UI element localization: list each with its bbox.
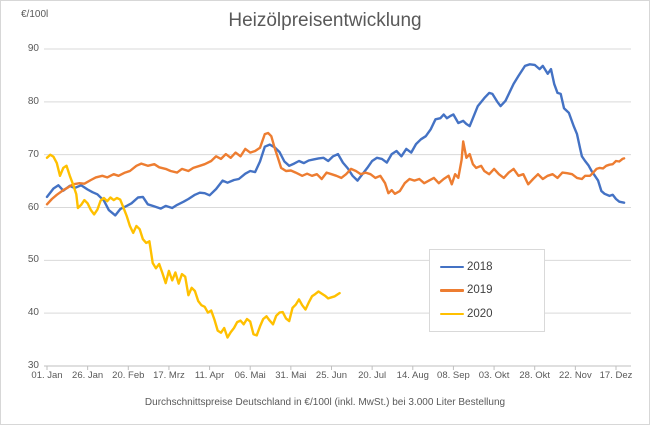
series-line-2020: [45, 153, 341, 339]
x-axis-tick-label: 14. Aug: [396, 370, 429, 381]
legend-label-2020: 2020: [467, 308, 493, 321]
series-line-2018: [45, 63, 626, 217]
x-axis-tick-label: 20. Jul: [358, 370, 387, 381]
x-axis-tick-label: 31. Mai: [275, 370, 307, 381]
legend-item-2020: 2020: [440, 308, 540, 320]
y-axis-tick-label: 30: [27, 360, 39, 371]
x-axis-tick-label: 20. Feb: [112, 370, 145, 381]
x-axis-tick-label: 03. Okt: [478, 370, 510, 381]
x-axis-tick-label: 17. Mrz: [153, 370, 185, 381]
legend: 2018 2019 2020: [429, 249, 545, 332]
y-axis-tick-label: 40: [27, 307, 39, 319]
x-axis-tick-label: 11. Apr: [194, 370, 225, 381]
chart-title: Heizölpreisentwicklung: [228, 10, 422, 31]
x-axis-tick-label: 08. Sep: [437, 370, 470, 381]
x-axis-tick-label: 22. Nov: [558, 370, 592, 381]
x-axis-tick-label: 25. Jun: [315, 370, 348, 381]
legend-swatch-2018: [440, 265, 464, 269]
series-line-2019: [45, 131, 626, 206]
legend-swatch-2020: [440, 312, 464, 316]
legend-label-2018: 2018: [467, 260, 493, 273]
x-axis-tick-label: 28. Okt: [519, 370, 551, 381]
x-axis-tick-label: 01. Jan: [31, 370, 63, 381]
y-axis-tick-label: 70: [27, 148, 39, 160]
legend-item-2019: 2019: [440, 284, 540, 296]
x-axis-tick-label: 26. Jan: [72, 370, 104, 381]
legend-item-2018: 2018: [440, 261, 540, 273]
x-axis-tick-label: 06. Mai: [234, 370, 266, 381]
x-axis-tick-label: 17. Dez: [599, 370, 633, 381]
y-axis-tick-label: 80: [27, 95, 39, 107]
legend-swatch-2019: [440, 289, 464, 292]
y-axis-tick-label: 60: [27, 201, 39, 213]
y-axis-unit-label: €/100l: [21, 9, 49, 20]
legend-label-2019: 2019: [467, 284, 493, 297]
chart-caption: Durchschnittspreise Deutschland in €/100…: [144, 397, 506, 408]
y-axis-tick-label: 90: [27, 43, 39, 54]
y-axis-tick-label: 50: [27, 254, 39, 266]
